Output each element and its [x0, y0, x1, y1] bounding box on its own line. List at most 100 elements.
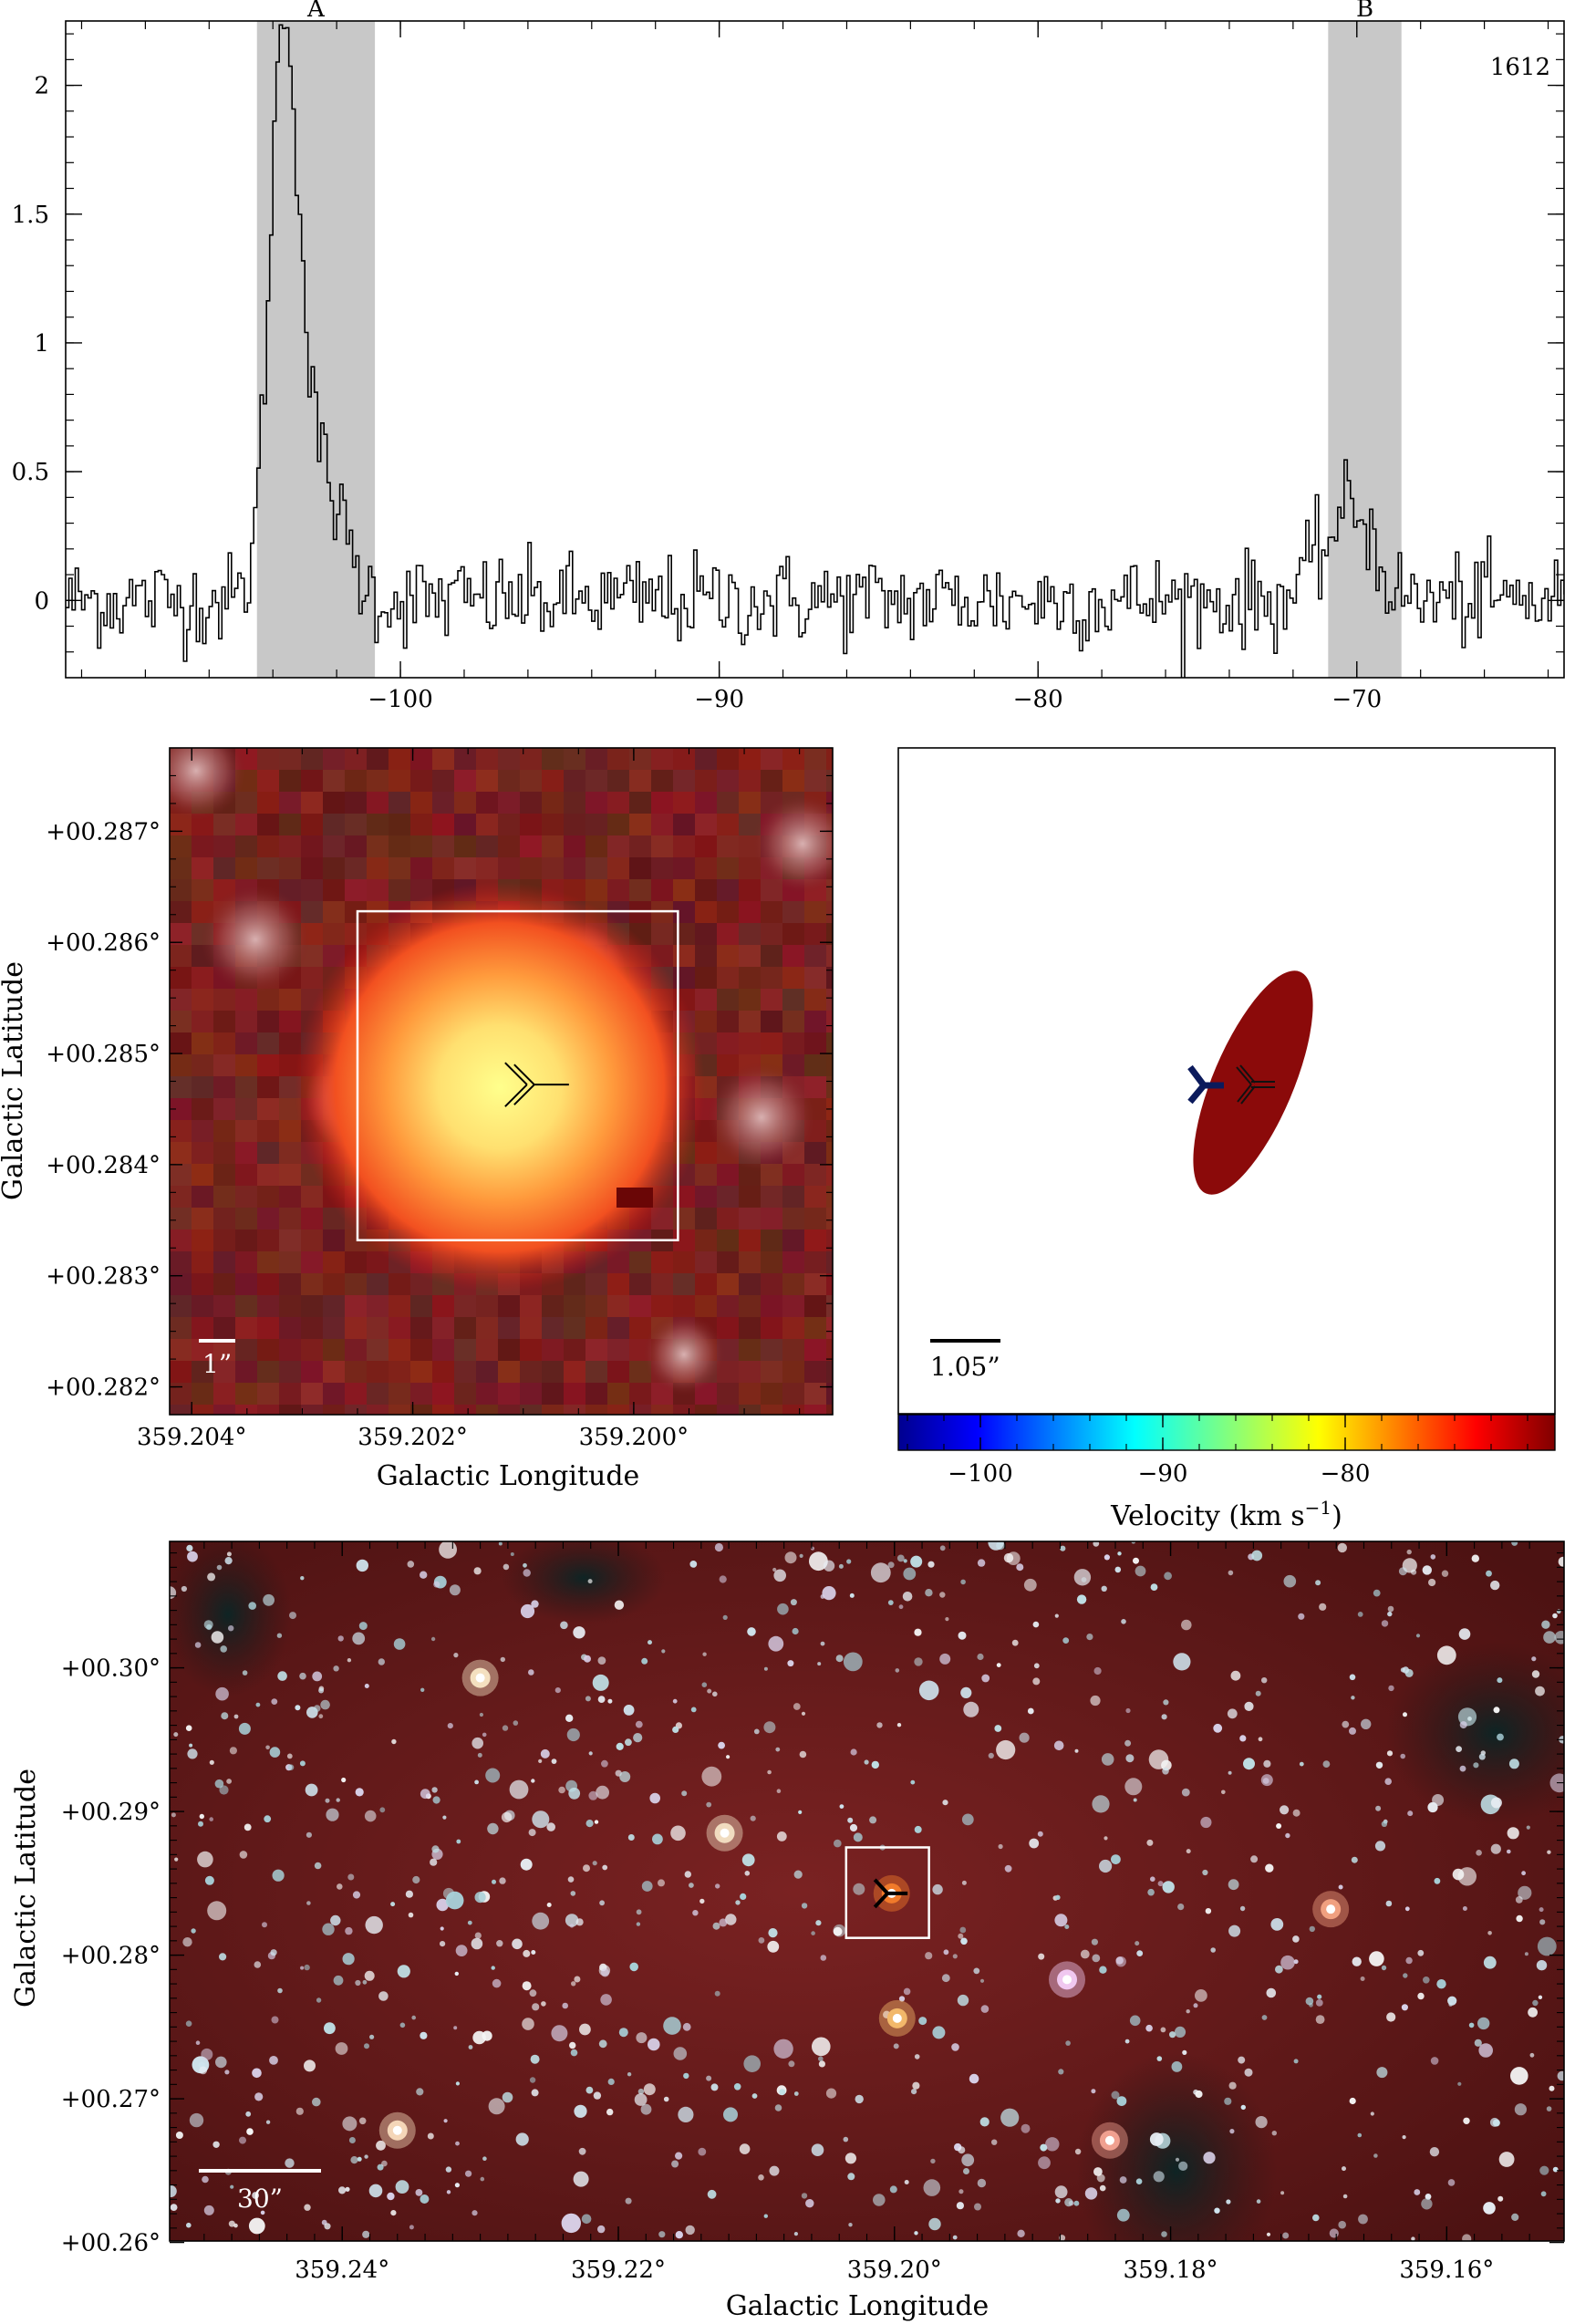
zoom-pixel — [607, 1273, 630, 1296]
bright-source-core — [1104, 2135, 1114, 2145]
star — [849, 1593, 855, 1598]
zoom-xtick-label: 359.202° — [357, 1424, 468, 1451]
zoom-ylabel: Galactic Latitude — [0, 961, 29, 1200]
star — [399, 2022, 406, 2028]
zoom-pixel — [520, 1317, 543, 1340]
zoom-pixel — [629, 835, 652, 858]
zoom-pixel — [761, 989, 783, 1012]
star — [170, 2204, 178, 2212]
star — [942, 1800, 948, 1806]
zoom-pixel — [826, 1273, 833, 1296]
zoom-pixel — [782, 1339, 805, 1362]
star — [1381, 1821, 1388, 1828]
star — [1283, 1574, 1297, 1588]
star — [1210, 1947, 1216, 1953]
star — [411, 2015, 417, 2020]
zoom-pixel — [695, 1273, 718, 1296]
zoom-pixel — [476, 1295, 499, 1318]
star — [330, 1914, 341, 1926]
zoom-pixel — [257, 1208, 280, 1230]
zoom-pixel — [782, 1405, 805, 1415]
zoom-ytick-label: +00.285° — [46, 1041, 161, 1068]
zoom-pixel — [170, 1273, 192, 1296]
star — [981, 1674, 990, 1683]
star — [1227, 1708, 1238, 1719]
star — [430, 1636, 436, 1642]
star — [420, 2031, 428, 2039]
star — [1019, 1732, 1030, 1743]
star — [381, 2160, 388, 2167]
star — [1058, 2069, 1064, 2075]
star — [1436, 1645, 1456, 1665]
star — [365, 1915, 383, 1935]
star — [510, 1552, 514, 1556]
star — [932, 1883, 943, 1895]
star — [1403, 1712, 1407, 1717]
zoom-pixel — [804, 1186, 827, 1209]
star — [464, 2170, 472, 2177]
zoom-pixel — [564, 748, 586, 771]
region-label-A: A — [306, 0, 326, 23]
zoom-pixel — [389, 1317, 411, 1340]
zoom-pixel — [717, 792, 740, 814]
star — [1182, 2049, 1187, 2055]
zoom-pixel — [498, 1295, 521, 1318]
star — [1483, 2202, 1496, 2215]
zoom-pixel — [673, 923, 696, 946]
star — [248, 1602, 257, 1610]
star — [640, 2103, 652, 2115]
zoom-pixel — [717, 901, 740, 924]
star — [682, 2022, 691, 2031]
star — [1214, 2207, 1220, 2214]
star — [408, 1912, 414, 1918]
zoom-pixel — [739, 1273, 762, 1296]
star — [637, 2088, 645, 2095]
zoom-pixel — [345, 1361, 368, 1384]
star — [834, 1839, 842, 1848]
zoom-ytick-label: +00.283° — [46, 1263, 161, 1291]
zoom-pixel — [170, 989, 192, 1012]
star — [412, 1875, 420, 1884]
star — [1124, 2039, 1130, 2044]
zoom-pixel — [804, 1164, 827, 1187]
star — [719, 1918, 728, 1927]
zoom-pixel — [782, 1251, 805, 1274]
star — [689, 1561, 698, 1568]
star — [304, 2059, 316, 2072]
star — [1251, 1550, 1263, 1561]
bright-source-core — [475, 1673, 485, 1683]
zoom-pixel — [301, 967, 324, 990]
zoom-pixel — [782, 989, 805, 1012]
star — [994, 1725, 1002, 1732]
star — [876, 1722, 883, 1728]
zoom-pixel — [761, 1317, 783, 1340]
star — [186, 1544, 193, 1551]
star — [635, 1720, 643, 1728]
star — [1315, 1580, 1321, 1586]
zoom-pixel — [717, 967, 740, 990]
zoom-pixel — [782, 1361, 805, 1384]
star — [636, 1909, 642, 1915]
star — [793, 1870, 803, 1879]
star — [1375, 1805, 1382, 1811]
star — [523, 1562, 527, 1568]
star — [185, 2020, 192, 2027]
star — [378, 1658, 385, 1665]
star — [619, 1771, 631, 1782]
zoom-pixel — [257, 1251, 280, 1274]
star — [1017, 2229, 1025, 2237]
zoom-pixel — [301, 1383, 324, 1406]
star — [306, 1831, 312, 1838]
cbar-tick-label: −100 — [948, 1460, 1012, 1488]
star — [625, 2197, 632, 2205]
zoom-pixel — [585, 1295, 608, 1318]
zoom-pixel — [629, 1295, 652, 1318]
star — [585, 1820, 594, 1828]
star — [1065, 2040, 1071, 2046]
star — [864, 1759, 869, 1765]
star — [725, 1914, 737, 1925]
zoom-pixel — [695, 1405, 718, 1415]
zoom-pixel — [257, 1076, 280, 1099]
zoom-pixel — [564, 814, 586, 836]
zoom-pixel — [432, 1361, 455, 1384]
